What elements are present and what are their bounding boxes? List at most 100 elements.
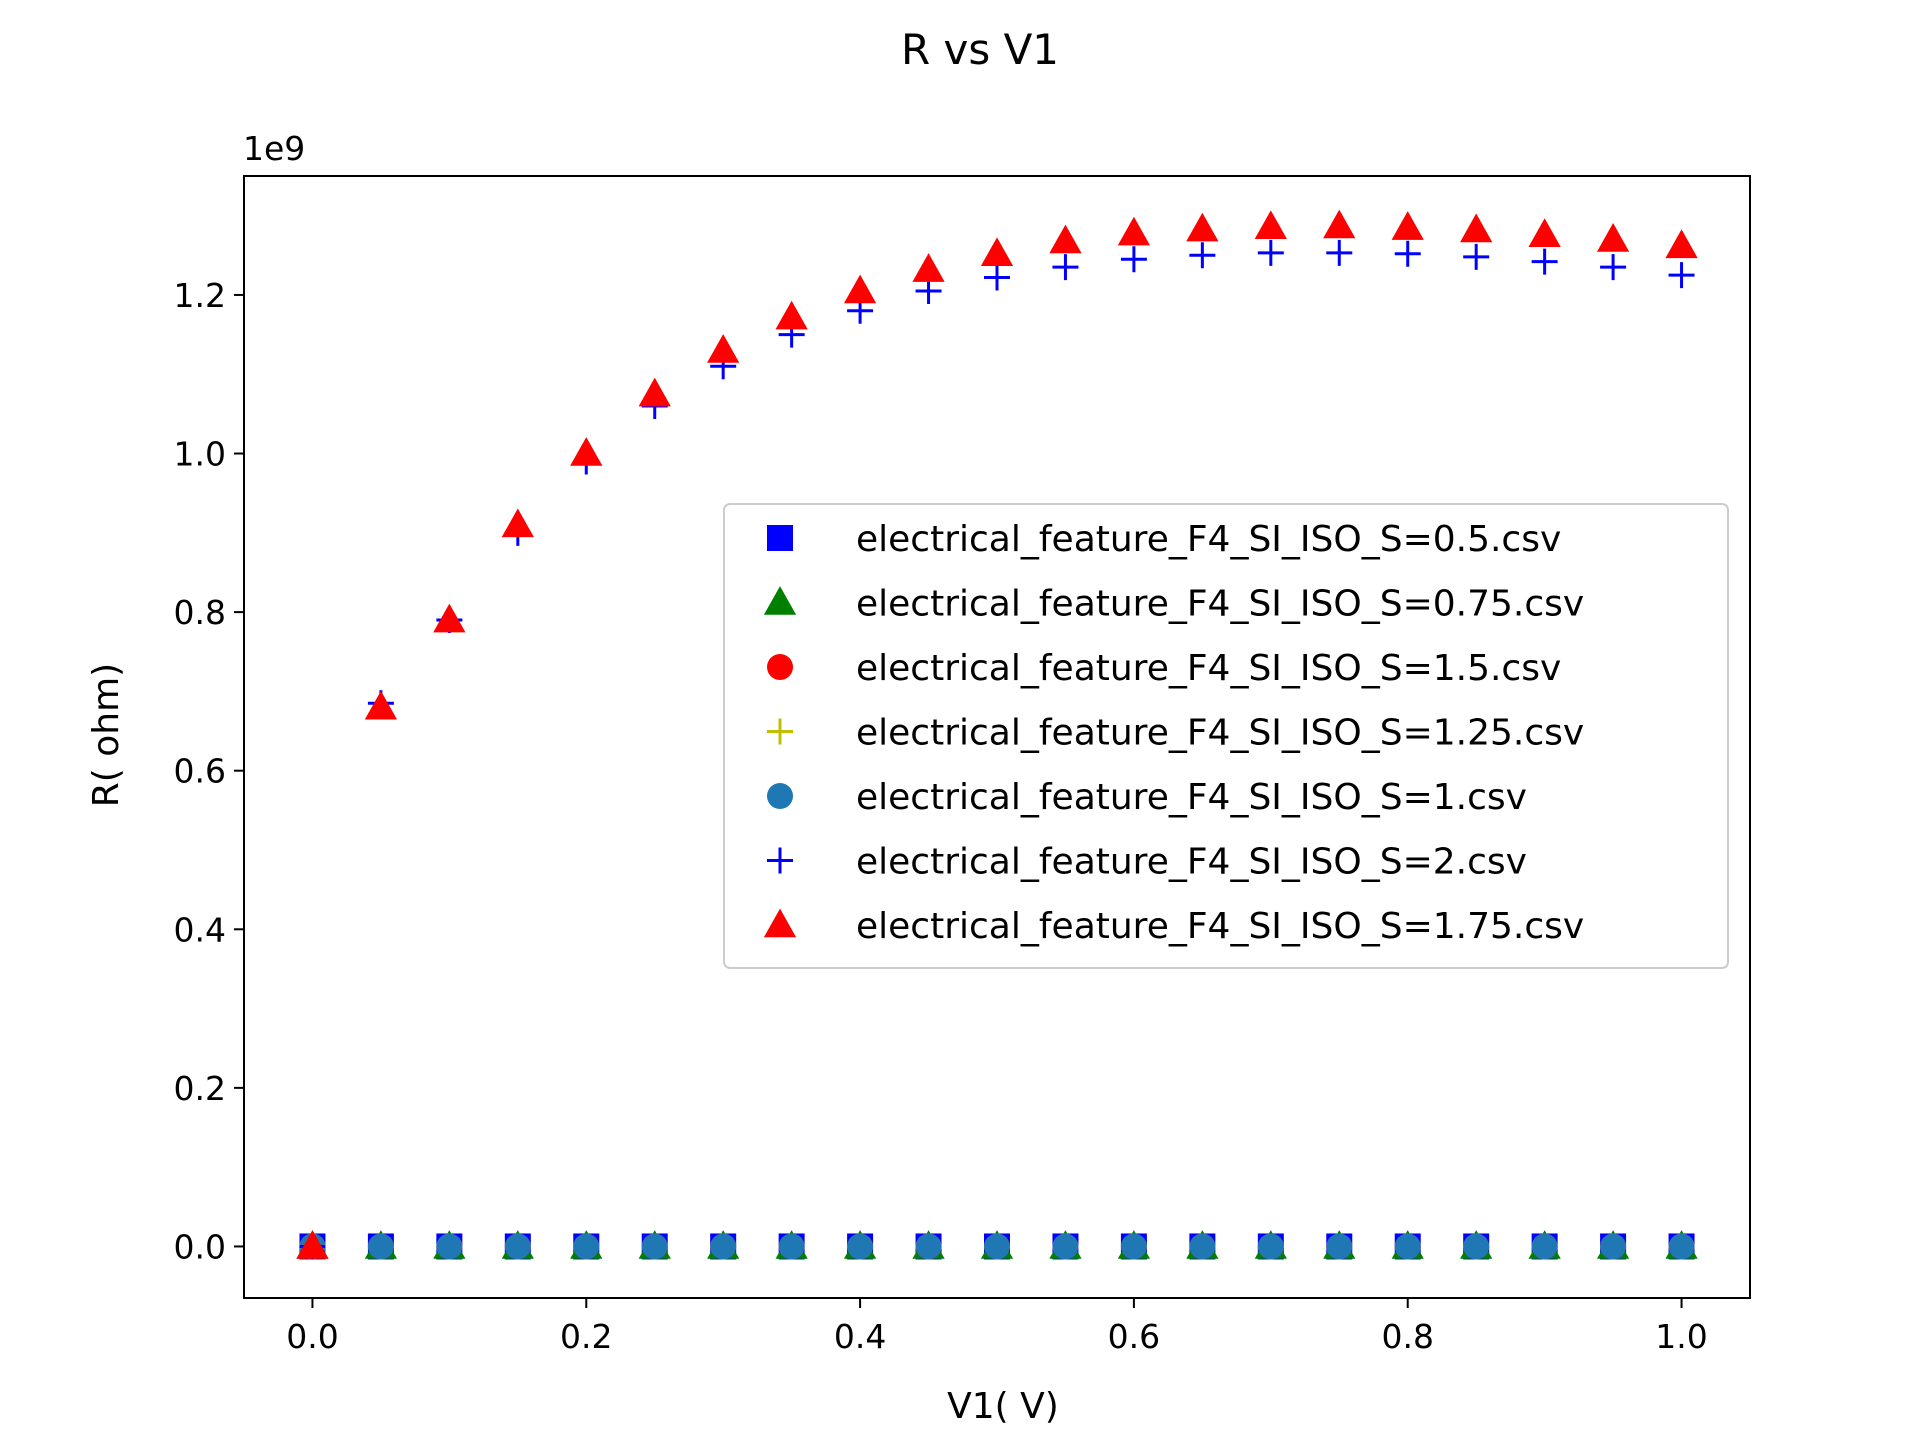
legend-marker xyxy=(767,525,793,551)
y-tick-label: 0.2 xyxy=(174,1069,226,1108)
x-tick-label: 0.4 xyxy=(834,1317,886,1356)
data-point xyxy=(1049,224,1082,254)
data-point xyxy=(915,277,942,304)
legend-entry: electrical_feature_F4_SI_ISO_S=0.75.csv xyxy=(763,584,1584,625)
y-axis: 0.0 0.2 0.4 0.6 0.8 1.0 1.2 xyxy=(174,276,244,1266)
data-point xyxy=(915,1233,942,1260)
legend-marker xyxy=(763,908,797,938)
data-point xyxy=(984,264,1010,291)
data-point xyxy=(1531,248,1558,275)
data-point xyxy=(1326,239,1353,266)
legend-label: electrical_feature_F4_SI_ISO_S=1.5.csv xyxy=(856,648,1561,689)
data-point xyxy=(778,1233,805,1260)
legend-entry: electrical_feature_F4_SI_ISO_S=1.25.csv xyxy=(767,713,1584,754)
y-tick-label: 0.8 xyxy=(174,593,226,632)
x-tick-label: 0.2 xyxy=(560,1317,612,1356)
data-point xyxy=(501,508,534,538)
data-point xyxy=(1120,1233,1147,1260)
x-axis: 0.0 0.2 0.4 0.6 0.8 1.0 xyxy=(286,1298,1708,1356)
x-tick-label: 0.0 xyxy=(286,1317,338,1356)
data-point xyxy=(1254,210,1287,240)
y-axis-label: R( ohm) xyxy=(86,663,127,807)
legend-entry: electrical_feature_F4_SI_ISO_S=1.5.csv xyxy=(767,648,1561,689)
legend-label: electrical_feature_F4_SI_ISO_S=1.75.csv xyxy=(856,906,1584,947)
data-point xyxy=(1257,1233,1284,1260)
data-point xyxy=(1120,246,1147,273)
data-point xyxy=(1186,212,1219,242)
y-tick-label: 1.0 xyxy=(174,435,226,474)
data-point xyxy=(1600,254,1627,281)
series-7 xyxy=(296,209,1698,1259)
data-point xyxy=(1531,1233,1558,1260)
data-point xyxy=(775,300,808,330)
data-point xyxy=(436,1233,463,1260)
data-point xyxy=(1052,1233,1079,1260)
legend-label: electrical_feature_F4_SI_ISO_S=0.75.csv xyxy=(856,584,1584,625)
data-point xyxy=(638,377,671,407)
data-point xyxy=(570,437,603,466)
data-point xyxy=(912,253,945,282)
data-point xyxy=(1600,1233,1627,1260)
legend-marker xyxy=(767,718,793,745)
data-point xyxy=(1052,254,1079,281)
legend-box xyxy=(723,503,1729,969)
data-point xyxy=(1596,223,1630,252)
data-point xyxy=(433,603,466,633)
plot-area xyxy=(296,209,1698,1260)
legend-label: electrical_feature_F4_SI_ISO_S=0.5.csv xyxy=(856,519,1561,560)
legend-entry: electrical_feature_F4_SI_ISO_S=0.5.csv xyxy=(767,519,1561,560)
legend-entry: electrical_feature_F4_SI_ISO_S=2.csv xyxy=(767,842,1527,883)
legend-entry: electrical_feature_F4_SI_ISO_S=1.75.csv xyxy=(763,906,1584,947)
data-point xyxy=(1391,211,1424,240)
data-point xyxy=(710,1233,737,1260)
data-point xyxy=(573,1233,600,1260)
data-point xyxy=(1394,1233,1421,1260)
legend-label: electrical_feature_F4_SI_ISO_S=1.25.csv xyxy=(856,713,1584,754)
legend-label: electrical_feature_F4_SI_ISO_S=1.csv xyxy=(856,777,1527,818)
data-point xyxy=(1668,1233,1695,1260)
legend-marker xyxy=(767,783,793,809)
data-point xyxy=(1323,209,1356,239)
y-tick-label: 1.2 xyxy=(174,276,226,315)
data-point xyxy=(504,1233,531,1260)
data-point xyxy=(1665,229,1698,259)
data-point xyxy=(367,1233,394,1260)
data-point xyxy=(1528,218,1561,247)
chart-title: R vs V1 xyxy=(901,25,1059,74)
series-5 xyxy=(299,1233,1695,1260)
legend-marker xyxy=(763,586,797,615)
data-point xyxy=(980,237,1014,266)
x-tick-label: 0.6 xyxy=(1108,1317,1160,1356)
data-point xyxy=(843,274,877,304)
legend-label: electrical_feature_F4_SI_ISO_S=2.csv xyxy=(856,842,1527,883)
data-point xyxy=(1189,242,1216,269)
data-point xyxy=(1460,213,1493,243)
data-point xyxy=(1668,262,1695,289)
data-point xyxy=(1463,243,1490,270)
data-point xyxy=(847,1233,874,1260)
y-tick-label: 0.0 xyxy=(174,1227,226,1266)
data-point xyxy=(707,334,740,363)
data-point xyxy=(1394,240,1421,267)
legend-marker xyxy=(767,847,793,874)
data-point xyxy=(1463,1233,1490,1260)
y-tick-label: 0.4 xyxy=(174,910,226,949)
x-axis-label: V1( V) xyxy=(947,1386,1059,1427)
y-tick-label: 0.6 xyxy=(174,752,226,791)
data-point xyxy=(1117,216,1151,246)
y-offset-text: 1e9 xyxy=(243,129,305,168)
data-point xyxy=(641,1233,668,1260)
x-tick-label: 0.8 xyxy=(1381,1317,1433,1356)
legend: electrical_feature_F4_SI_ISO_S=0.5.csvel… xyxy=(723,503,1729,969)
data-point xyxy=(1326,1233,1353,1260)
axes-frame xyxy=(243,175,1751,1299)
x-tick-label: 1.0 xyxy=(1655,1317,1707,1356)
data-point xyxy=(984,1233,1010,1260)
data-point xyxy=(364,690,398,720)
legend-marker xyxy=(767,654,793,680)
data-point xyxy=(1257,239,1284,266)
data-point xyxy=(1189,1233,1216,1260)
legend-entry: electrical_feature_F4_SI_ISO_S=1.csv xyxy=(767,777,1527,818)
data-point xyxy=(296,1230,329,1259)
